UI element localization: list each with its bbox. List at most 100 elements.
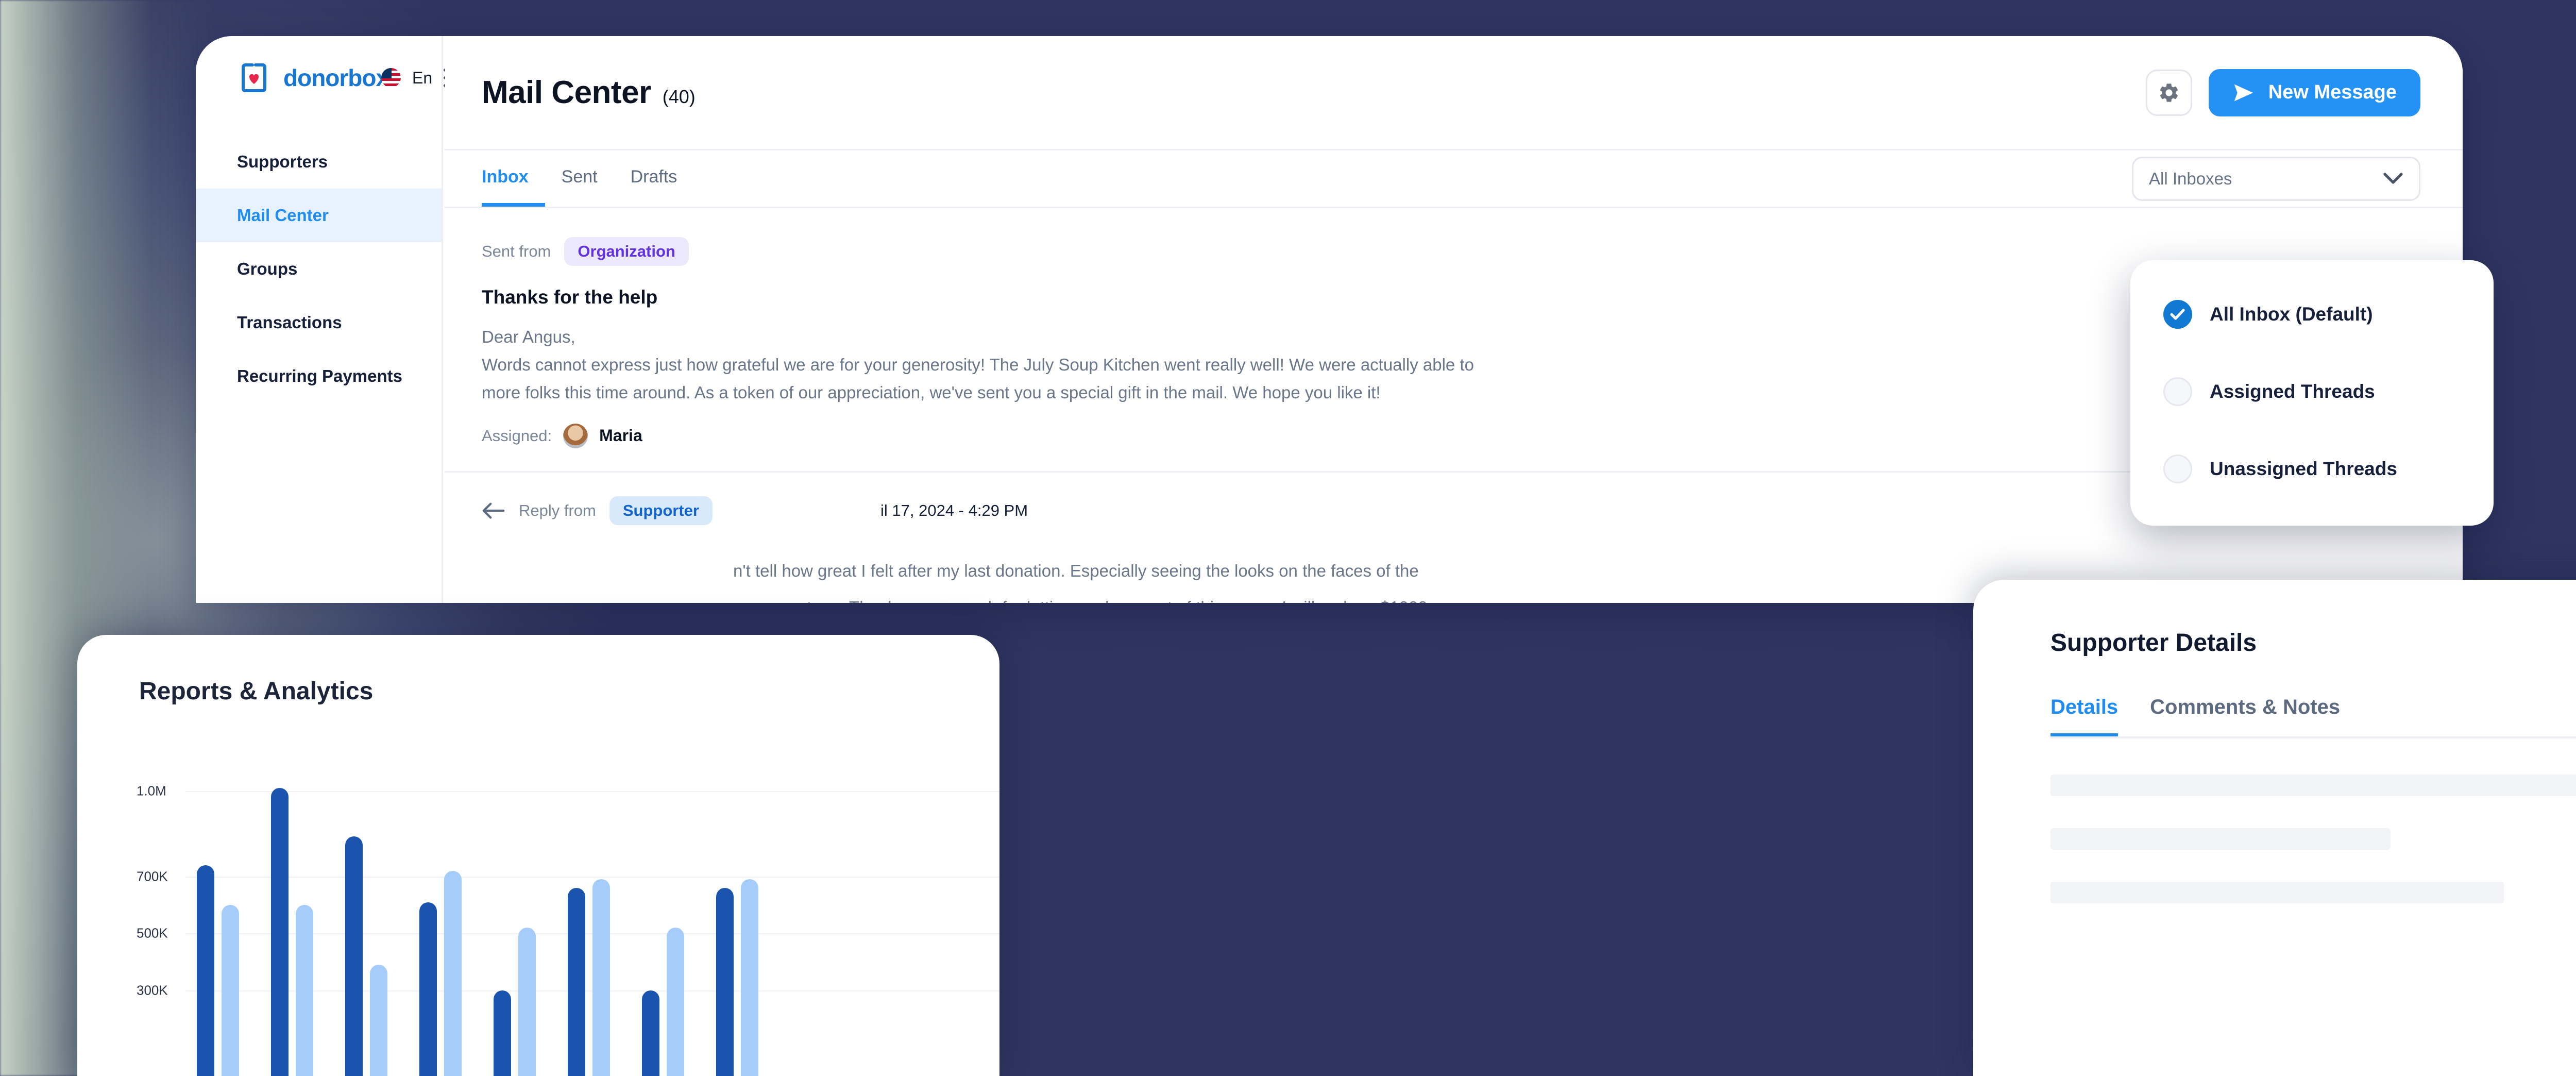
inbox-filter-value: All Inboxes (2149, 169, 2232, 188)
chart-bar-group (197, 865, 239, 1076)
chart-bar[interactable] (222, 905, 239, 1076)
brand-logo[interactable]: donorbox (196, 36, 442, 95)
chart-bar-group (568, 879, 610, 1076)
reply-timestamp: il 17, 2024 - 4:29 PM (880, 501, 1028, 519)
inbox-filter-dropdown: All Inbox (Default) Assigned Threads Una… (2130, 260, 2494, 526)
new-message-button[interactable]: New Message (2208, 69, 2420, 116)
tab-comments-notes[interactable]: Comments & Notes (2150, 696, 2340, 736)
chart-bar[interactable] (716, 888, 734, 1076)
tab-label: Inbox (482, 166, 529, 187)
mail-tabs: Inbox Sent Drafts All Inboxes (445, 150, 2463, 208)
gear-icon (2160, 83, 2178, 102)
chart-bar[interactable] (518, 928, 536, 1076)
sidebar-item-supporters[interactable]: Supporters (196, 135, 442, 189)
chart-bar[interactable] (667, 928, 684, 1076)
page-header: Mail Center (40) New Message (445, 36, 2463, 150)
send-paper-plane-icon (2234, 84, 2253, 101)
chart-gridline (185, 876, 999, 878)
skeleton-row (2050, 882, 2504, 903)
chart-bar[interactable] (296, 905, 313, 1076)
chart-bar[interactable] (494, 990, 511, 1076)
supporter-details-panel: Supporter Details Details Comments & Not… (1973, 580, 2576, 1076)
avatar (563, 423, 588, 448)
app-window: donorbox En Supporters Mail Center Group… (196, 36, 2463, 603)
dropdown-option-label: Unassigned Threads (2210, 458, 2397, 479)
dropdown-option-label: All Inbox (Default) (2210, 304, 2373, 325)
dropdown-option-assigned-threads[interactable]: Assigned Threads (2130, 368, 2494, 415)
reply-body-line-1: n't tell how great I felt after my last … (733, 561, 1419, 580)
sidebar-item-mail-center[interactable]: Mail Center (196, 189, 442, 242)
tab-sent[interactable]: Sent (545, 150, 614, 207)
sidebar-item-label: Transactions (237, 313, 342, 332)
sidebar-item-label: Recurring Payments (237, 366, 402, 385)
bar-chart: 1.0M 700K 500K 300K (77, 748, 999, 1076)
us-flag-icon[interactable] (381, 68, 401, 88)
chart-y-tick-label: 300K (137, 982, 168, 998)
chart-gridline (185, 791, 999, 792)
chart-bar[interactable] (271, 788, 289, 1076)
skeleton-row (2050, 828, 2391, 850)
chart-bar[interactable] (741, 879, 758, 1076)
chart-bar-group (716, 879, 758, 1076)
sidebar-item-recurring-payments[interactable]: Recurring Payments (196, 349, 442, 403)
tab-drafts[interactable]: Drafts (614, 150, 694, 207)
message-greeting: Dear Angus, (482, 327, 575, 346)
chart-bar-group (494, 928, 536, 1076)
donorbox-heart-logo-icon (242, 63, 266, 92)
chart-bar[interactable] (642, 990, 659, 1076)
chart-bar-group (345, 836, 387, 1076)
radio-unchecked-icon (2163, 455, 2192, 483)
dropdown-option-label: Assigned Threads (2210, 381, 2375, 402)
sidebar-item-label: Groups (237, 259, 298, 278)
dropdown-option-unassigned-threads[interactable]: Unassigned Threads (2130, 446, 2494, 492)
reply-body-line-2: o you sent me. Thank you so much for let… (445, 585, 2463, 603)
chart-bar[interactable] (197, 865, 214, 1076)
supporter-details-title: Supporter Details (2050, 629, 2257, 657)
message-body-line-2: more folks this time around. As a token … (482, 382, 1381, 402)
chart-bar[interactable] (568, 888, 585, 1076)
thread-message: Sent from Organization Thanks for the he… (445, 208, 2463, 448)
sidebar-item-groups[interactable]: Groups (196, 242, 442, 296)
tab-label: Details (2050, 696, 2119, 718)
sidebar-nav: Supporters Mail Center Groups Transactio… (196, 135, 442, 403)
reply-from-label: Reply from (519, 501, 596, 519)
inbox-filter-select[interactable]: All Inboxes (2132, 156, 2420, 201)
radio-checked-icon (2163, 300, 2192, 329)
tab-label: Comments & Notes (2150, 696, 2341, 718)
sidebar-item-transactions[interactable]: Transactions (196, 296, 442, 349)
page-title-text: Mail Center (482, 75, 651, 110)
tab-details[interactable]: Details (2050, 696, 2119, 736)
chart-bar-group (642, 928, 684, 1076)
sent-from-chip: Organization (564, 237, 689, 266)
dropdown-option-all-inbox[interactable]: All Inbox (Default) (2130, 291, 2494, 338)
chart-bar[interactable] (419, 902, 437, 1076)
language-label[interactable]: En (412, 68, 433, 87)
reply-arrow-icon[interactable] (482, 501, 505, 520)
brand-name: donorbox (283, 64, 389, 91)
chart-bars (197, 748, 999, 1076)
chart-bar[interactable] (592, 879, 610, 1076)
sidebar-item-label: Supporters (237, 152, 328, 171)
page-title-count: (40) (662, 86, 696, 107)
reports-title: Reports & Analytics (139, 678, 374, 705)
chart-bar-group (419, 870, 462, 1076)
assigned-row[interactable]: Assigned: Maria (482, 423, 2420, 448)
skeleton-row (2050, 775, 2576, 796)
thread-divider (445, 470, 2463, 473)
chart-bar[interactable] (444, 870, 462, 1076)
reply-from-chip: Supporter (609, 496, 713, 525)
chart-y-tick-label: 1.0M (137, 783, 166, 799)
chart-bar[interactable] (345, 836, 363, 1076)
tab-inbox[interactable]: Inbox (482, 150, 545, 207)
message-thread: Sent from Organization Thanks for the he… (445, 208, 2463, 603)
settings-button[interactable] (2145, 69, 2192, 116)
reports-analytics-card: Reports & Analytics 1.0M 700K 500K 300K (77, 635, 999, 1076)
chevron-down-icon (2383, 172, 2403, 184)
new-message-label: New Message (2268, 81, 2397, 103)
chart-y-tick-label: 700K (137, 868, 168, 884)
thread-reply-header: Reply from Supporter il 17, 2024 - 4:29 … (445, 473, 2463, 525)
supporter-details-skeleton (2050, 775, 2576, 903)
chart-bar[interactable] (370, 965, 387, 1076)
sidebar-item-label: Mail Center (237, 206, 329, 225)
tab-label: Drafts (630, 166, 677, 187)
